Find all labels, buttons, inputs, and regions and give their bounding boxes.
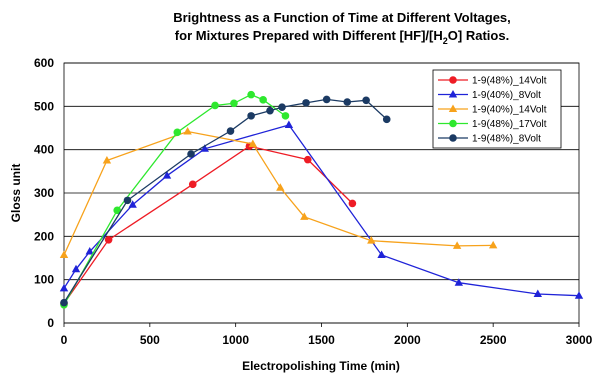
series-line-0 [63,145,353,304]
legend-marker-3 [449,119,457,128]
data-point-1-2 [85,247,94,255]
x-axis-label: Electropolishing Time (min) [242,359,400,373]
y-tick-label-2: 200 [34,229,54,243]
series-group [59,90,584,309]
data-point-1-1 [71,264,81,273]
data-point-3-7 [281,112,290,120]
y-axis-label: Gloss unit [9,164,23,223]
y-tick-label-6: 600 [34,56,54,70]
data-point-2-2 [183,126,192,135]
data-point-4-8 [322,95,331,104]
x-tick-label-5: 2500 [480,333,507,347]
data-point-4-1 [123,196,132,205]
x-tick-label-4: 2000 [394,333,421,347]
series-3 [60,90,290,309]
legend-label-3: 1-9(48%)_17Volt [472,119,547,130]
series-line-3 [63,93,286,306]
data-point-2-4 [276,183,285,191]
data-point-4-11 [382,115,391,124]
data-point-3-4 [230,99,238,108]
series-4 [60,95,391,307]
data-point-2-8 [488,240,498,249]
data-point-0-1 [104,236,113,244]
y-tick-label-3: 300 [34,186,54,200]
legend-marker-4 [449,134,457,142]
data-point-4-2 [187,150,195,158]
legend: 1-9(48%)_14Volt 1-9(40%)_8Volt 1-9(40%)_14… [432,69,562,149]
data-point-1-5 [200,144,209,152]
x-tick-label-6: 3000 [566,333,593,347]
chart-title-line2: for Mixtures Prepared with Different [HF… [175,28,509,46]
data-point-2-5 [300,212,309,220]
legend-label-2: 1-9(40%)_14Volt [472,105,547,116]
data-point-1-3 [128,200,137,208]
data-point-1-10 [574,291,584,299]
series-line-4 [63,98,388,303]
series-1 [59,120,584,299]
legend-label-4: 1-9(48%)_8Volt [472,134,541,145]
data-point-4-9 [343,98,352,106]
legend-label-1: 1-9(40%)_8Volt [472,90,541,101]
data-point-4-3 [226,127,235,135]
data-point-1-7 [377,250,386,258]
data-point-4-6 [278,103,286,111]
data-point-1-4 [162,171,172,179]
data-point-2-7 [452,241,462,249]
series-2 [59,126,498,258]
data-point-4-4 [247,112,255,120]
x-tick-label-0: 0 [61,333,68,347]
legend-marker-1 [448,90,458,98]
data-point-1-8 [454,278,464,286]
y-axis-ticks: 0 100 200 300 400 500 600 [34,56,54,330]
legend-marker-2 [448,104,458,112]
y-tick-label-1: 100 [34,273,54,287]
series-line-1 [63,124,580,297]
data-point-4-0 [60,298,68,307]
x-tick-label-3: 1500 [308,333,335,347]
data-point-4-10 [362,96,370,105]
legend-marker-0 [449,76,457,84]
x-tick-label-1: 500 [140,333,160,347]
y-tick-label-5: 500 [34,99,54,113]
data-point-0-2 [188,180,197,189]
data-point-3-3 [211,101,219,110]
legend-label-0: 1-9(48%)_14Volt [472,76,547,87]
y-tick-label-4: 400 [34,143,54,157]
data-point-2-0 [59,250,69,258]
x-tick-label-2: 1000 [222,333,249,347]
data-point-0-5 [348,199,357,208]
data-point-2-6 [367,236,376,244]
data-point-1-9 [533,289,542,297]
data-point-1-6 [284,120,294,128]
x-axis-ticks: 0 500 1000 1500 2000 2500 3000 [61,323,593,347]
data-point-2-3 [248,139,258,148]
data-point-1-0 [59,283,69,292]
chart-title-line1: Brightness as a Function of Time at Diff… [173,10,511,25]
data-point-4-7 [302,99,310,107]
y-tick-label-0: 0 [47,316,54,330]
data-point-4-5 [266,106,274,115]
data-point-0-4 [303,155,312,164]
data-point-3-5 [247,90,255,99]
data-point-3-6 [259,96,267,104]
data-point-3-2 [173,128,182,137]
data-point-2-1 [102,156,112,164]
data-point-3-1 [113,206,122,215]
